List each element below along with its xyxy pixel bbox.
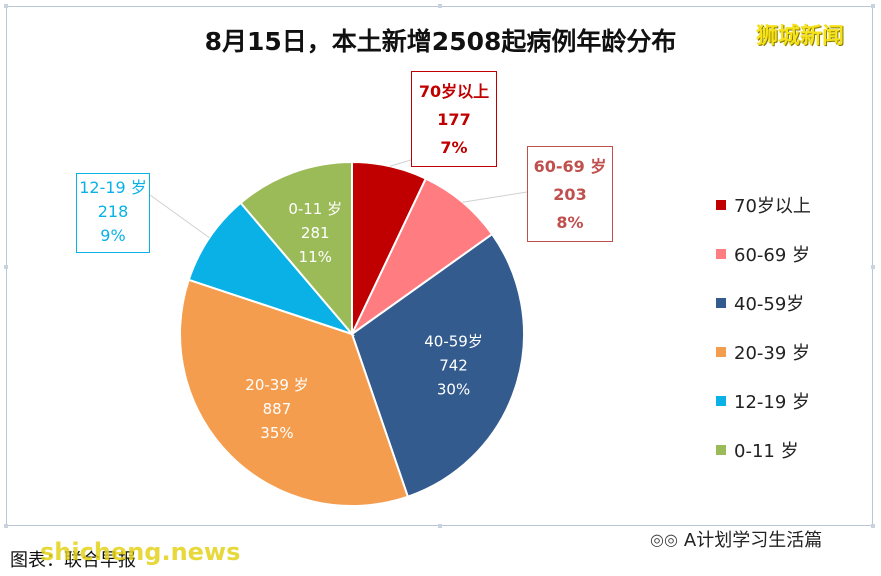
slice-label-3-line-2: 35% bbox=[260, 424, 293, 442]
legend-label: 0-11 岁 bbox=[734, 440, 799, 462]
resize-handle[interactable] bbox=[871, 265, 875, 269]
callout-label-0-line-1: 177 bbox=[437, 110, 471, 129]
slice-label-5-line-0: 0-11 岁 bbox=[288, 200, 342, 218]
leader-line-4 bbox=[149, 194, 210, 239]
legend-swatch bbox=[716, 346, 726, 357]
legend-item-3: 20-39 岁 bbox=[716, 327, 811, 376]
callout-label-1-line-2: 8% bbox=[556, 213, 584, 232]
legend-item-2: 40-59岁 bbox=[716, 278, 811, 327]
resize-handle[interactable] bbox=[438, 524, 442, 528]
resize-handle[interactable] bbox=[4, 4, 8, 8]
legend-label: 60-69 岁 bbox=[734, 244, 811, 266]
slice-label-2-line-1: 742 bbox=[439, 357, 468, 375]
pie-slice-3 bbox=[179, 278, 410, 507]
source-credit: 图表：联合早报 bbox=[10, 550, 136, 571]
resize-handle[interactable] bbox=[871, 524, 875, 528]
pie-slice-5 bbox=[239, 160, 353, 337]
wechat-icon: ◎◎ bbox=[650, 529, 678, 549]
leader-line-1 bbox=[462, 191, 528, 203]
legend-label: 40-59岁 bbox=[734, 293, 805, 315]
leader-line-0 bbox=[389, 159, 412, 167]
legend-label: 12-19 岁 bbox=[734, 391, 811, 413]
callout-label-4-line-0: 12-19 岁 bbox=[79, 178, 147, 197]
callout-label-1-line-1: 203 bbox=[553, 185, 587, 204]
slice-label-3-line-0: 20-39 岁 bbox=[245, 376, 308, 394]
legend-label: 20-39 岁 bbox=[734, 342, 811, 364]
legend-item-1: 60-69 岁 bbox=[716, 229, 811, 278]
callout-label-4-line-2: 9% bbox=[100, 226, 126, 245]
legend-label: 70岁以上 bbox=[734, 195, 811, 217]
callout-label-1-line-0: 60-69 岁 bbox=[533, 157, 607, 176]
legend-item-0: 70岁以上 bbox=[716, 180, 811, 229]
legend-swatch bbox=[716, 444, 726, 455]
slice-label-2-line-2: 30% bbox=[437, 381, 470, 399]
callout-label-4: 12-19 岁 218 9% bbox=[76, 173, 150, 253]
legend-swatch bbox=[716, 297, 726, 308]
wechat-account: ◎◎ A计划学习生活篇 bbox=[650, 526, 822, 552]
chart-legend: 70岁以上 60-69 岁 40-59岁 20-39 岁 12-19 岁 0-11 岁 bbox=[716, 180, 811, 474]
legend-swatch bbox=[716, 248, 726, 259]
slice-label-5-line-2: 11% bbox=[299, 248, 332, 266]
pie-slice-2 bbox=[350, 232, 525, 498]
callout-label-0: 70岁以上 177 7% bbox=[411, 71, 497, 167]
callout-label-0-line-2: 7% bbox=[440, 138, 468, 157]
watermark-text: shicheng.news bbox=[40, 538, 241, 566]
slice-label-3-line-1: 887 bbox=[263, 400, 292, 418]
watermark-logo: 狮城新闻 bbox=[756, 24, 845, 49]
callout-label-4-line-1: 218 bbox=[97, 202, 129, 221]
resize-handle[interactable] bbox=[871, 4, 875, 8]
pie-slice-1 bbox=[349, 177, 494, 338]
slice-label-5-line-1: 281 bbox=[301, 224, 330, 242]
wechat-account-name: A计划学习生活篇 bbox=[683, 530, 823, 551]
resize-handle[interactable] bbox=[438, 4, 442, 8]
legend-item-4: 12-19 岁 bbox=[716, 376, 811, 425]
resize-handle[interactable] bbox=[4, 524, 8, 528]
callout-label-1: 60-69 岁 203 8% bbox=[527, 146, 613, 242]
legend-swatch bbox=[716, 395, 726, 406]
chart-title: 8月15日，本土新增2508起病例年龄分布 bbox=[204, 27, 677, 56]
legend-swatch bbox=[716, 199, 726, 210]
callout-label-0-line-0: 70岁以上 bbox=[418, 82, 490, 101]
resize-handle[interactable] bbox=[4, 265, 8, 269]
pie-slice-4 bbox=[187, 201, 356, 337]
legend-item-5: 0-11 岁 bbox=[716, 425, 811, 474]
slice-label-2-line-0: 40-59岁 bbox=[424, 333, 483, 351]
